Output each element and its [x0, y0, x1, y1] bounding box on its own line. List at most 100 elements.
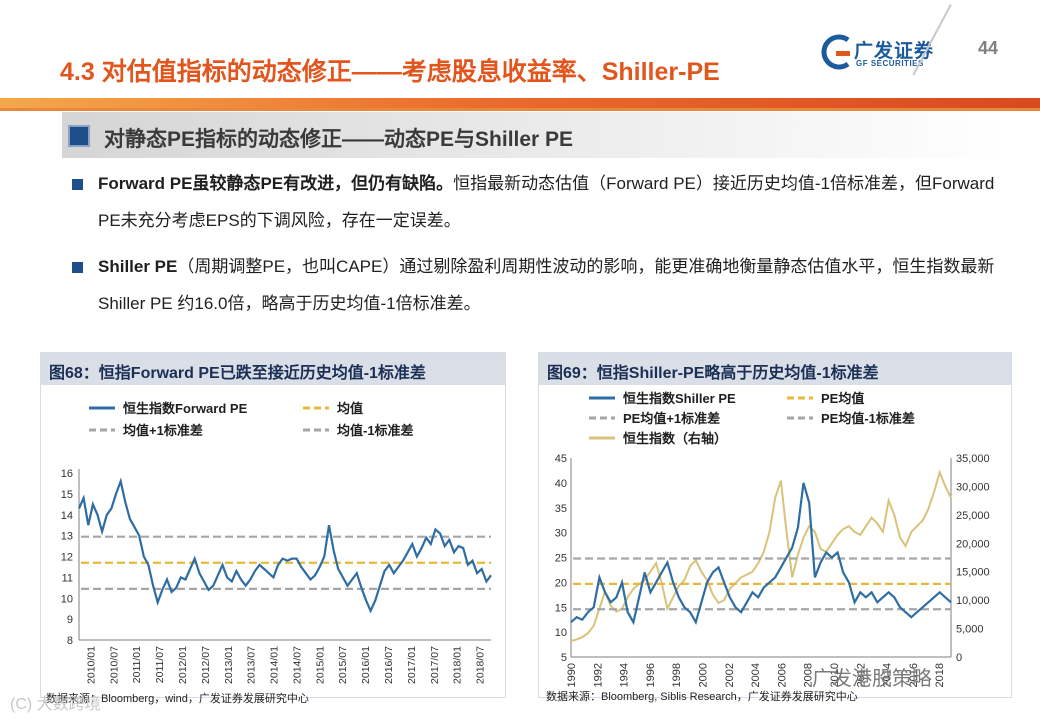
x-tick-label: 2018 — [934, 663, 946, 687]
legend-pe-mean-minus-1sd-label: PE均值-1标准差 — [821, 411, 915, 426]
legend-mean-minus-1sd-label: 均值-1标准差 — [337, 423, 414, 438]
y-tick-label: 10 — [61, 593, 73, 605]
y-tick-label: 5 — [561, 652, 567, 664]
x-tick-label: 2011/07 — [154, 646, 166, 683]
x-tick-label: 2016 — [908, 663, 920, 687]
bullet-square-icon — [72, 262, 83, 273]
y-tick-label: 15 — [555, 602, 567, 614]
x-tick-label: 2015/01 — [314, 646, 326, 684]
x-tick-label: 2017/07 — [429, 646, 441, 684]
x-tick-label: 2018/01 — [452, 646, 464, 684]
x-tick-label: 2018/07 — [475, 646, 487, 684]
x-tick-label: 1998 — [671, 663, 683, 687]
x-tick-label: 2000 — [697, 663, 709, 687]
x-tick-label: 1990 — [566, 663, 578, 687]
y2-tick-label: 15,000 — [956, 567, 990, 579]
x-tick-label: 2008 — [803, 663, 815, 687]
y-tick-label: 20 — [555, 577, 567, 589]
shiller-pe-series — [570, 482, 952, 626]
watermark-left: (C) 大数跨境 — [10, 696, 101, 713]
chart-title: 图69：恒指Shiller-PE略高于历史均值-1标准差 — [539, 353, 1011, 385]
y2-tick-label: 20,000 — [956, 538, 990, 550]
y2-tick-label: 35,000 — [956, 453, 990, 465]
x-tick-label: 2010/01 — [85, 646, 97, 684]
bullet-bold: Shiller PE — [98, 257, 178, 276]
legend-mean-plus-1sd-label: 均值+1标准差 — [123, 423, 203, 438]
x-tick-label: 2013/07 — [246, 646, 258, 684]
company-logo: 广发证券 GF SECURITIES — [818, 34, 948, 74]
y-tick-label: 12 — [61, 552, 73, 564]
bullet-forward-pe: Forward PE虽较静态PE有改进，但仍有缺陷。恒指最新动态估值（Forwa… — [72, 165, 1006, 239]
y-tick-label: 40 — [555, 478, 567, 490]
y-tick-label: 14 — [61, 510, 73, 522]
x-tick-label: 2006 — [776, 663, 788, 687]
page-title: 4.3 对估值指标的动态修正——考虑股息收益率、Shiller-PE — [60, 58, 720, 86]
y2-tick-label: 5,000 — [956, 624, 984, 636]
chart-source: 数据来源：Bloomberg, Siblis Research，广发证券发展研究… — [546, 691, 858, 703]
x-tick-label: 2014/07 — [291, 646, 303, 684]
chart-source: 数据来源：Bloomberg，wind，广发证券发展研究中心 — [46, 693, 309, 705]
page-number: 44 — [978, 38, 999, 58]
x-tick-label: 2012 — [855, 663, 867, 687]
y-tick-label: 15 — [61, 489, 73, 501]
section-square-icon — [68, 125, 90, 147]
x-tick-label: 2010/07 — [108, 646, 120, 684]
y-tick-label: 25 — [555, 553, 567, 565]
x-tick-label: 2012/07 — [200, 646, 212, 684]
y2-tick-label: 0 — [956, 652, 962, 664]
x-tick-label: 2015/07 — [337, 646, 349, 684]
y-tick-label: 30 — [555, 528, 567, 540]
x-tick-label: 2016/07 — [383, 646, 395, 684]
y-tick-label: 35 — [555, 503, 567, 515]
y2-tick-label: 10,000 — [956, 595, 990, 607]
chart-title: 图68：恒指Forward PE已跌至接近历史均值-1标准差 — [41, 353, 505, 385]
x-tick-label: 2014 — [882, 663, 894, 687]
x-tick-label: 2002 — [724, 663, 736, 687]
logo-chinese-name: 广发证券 — [854, 41, 935, 62]
y-tick-label: 45 — [555, 453, 567, 465]
y2-tick-label: 30,000 — [956, 481, 990, 493]
bullet-square-icon — [72, 179, 83, 190]
logo-english-name: GF SECURITIES — [856, 59, 924, 68]
header-band — [0, 98, 1040, 108]
legend-shiller-pe-label: 恒生指数Shiller PE — [623, 391, 736, 406]
bullet-text: （周期调整PE，也叫CAPE）通过剔除盈利周期性波动的影响，能更准确地衡量静态估… — [98, 257, 995, 313]
x-tick-label: 2014/01 — [269, 646, 281, 684]
gf-logo-icon — [821, 34, 850, 70]
x-tick-label: 2017/01 — [406, 646, 418, 684]
legend-mean-label: 均值 — [337, 401, 363, 416]
x-tick-label: 2012/01 — [177, 646, 189, 684]
bullet-shiller-pe: Shiller PE（周期调整PE，也叫CAPE）通过剔除盈利周期性波动的影响，… — [72, 248, 1006, 322]
section-heading-text: 对静态PE指标的动态修正——动态PE与Shiller PE — [104, 128, 574, 151]
legend-hsi-index-label: 恒生指数（右轴） — [623, 431, 727, 446]
bullet-bold: Forward PE虽较静态PE有改进，但仍有缺陷。 — [98, 174, 454, 193]
y2-tick-label: 25,000 — [956, 510, 990, 522]
legend-pe-mean-label: PE均值 — [821, 391, 864, 406]
hsi-index-series — [570, 469, 952, 643]
forward-pe-series — [77, 477, 492, 614]
y-tick-label: 10 — [555, 627, 567, 639]
chart-panel-shiller-pe: 图69：恒指Shiller-PE略高于历史均值-1标准差 恒生指数Shiller… — [538, 352, 1012, 698]
chart-panel-forward-pe: 图68：恒指Forward PE已跌至接近历史均值-1标准差 恒生指数Forwa… — [40, 352, 506, 698]
y-tick-label: 8 — [67, 635, 73, 647]
x-tick-label: 2004 — [750, 663, 762, 687]
y-tick-label: 13 — [61, 531, 73, 543]
y-tick-label: 11 — [62, 572, 73, 584]
x-tick-label: 1996 — [645, 663, 657, 687]
bullet-text: 恒指最新动态估值（Forward PE）接近历史均值-1倍标准差，但Forwar… — [98, 174, 995, 230]
x-tick-label: 1994 — [619, 663, 631, 687]
x-tick-label: 2011/01 — [131, 646, 143, 683]
section-heading: 对静态PE指标的动态修正——动态PE与Shiller PE — [62, 112, 1008, 158]
watermark-right: 广发港股策略 — [812, 668, 932, 690]
legend-forward-pe-label: 恒生指数Forward PE — [123, 401, 248, 416]
x-tick-label: 2010 — [829, 663, 841, 687]
legend-pe-mean-plus-1sd-label: PE均值+1标准差 — [623, 411, 720, 426]
y-tick-label: 9 — [67, 614, 73, 626]
x-tick-label: 2016/01 — [360, 646, 372, 684]
header-rule — [0, 108, 1040, 111]
shiller-pe-chart: 恒生指数Shiller PE PE均值 PE均值+1标准差 PE均值-1标准差恒生指数… — [555, 391, 990, 687]
x-tick-label: 2013/01 — [223, 646, 235, 684]
y-tick-label: 16 — [61, 468, 73, 480]
x-tick-label: 1992 — [592, 663, 604, 687]
